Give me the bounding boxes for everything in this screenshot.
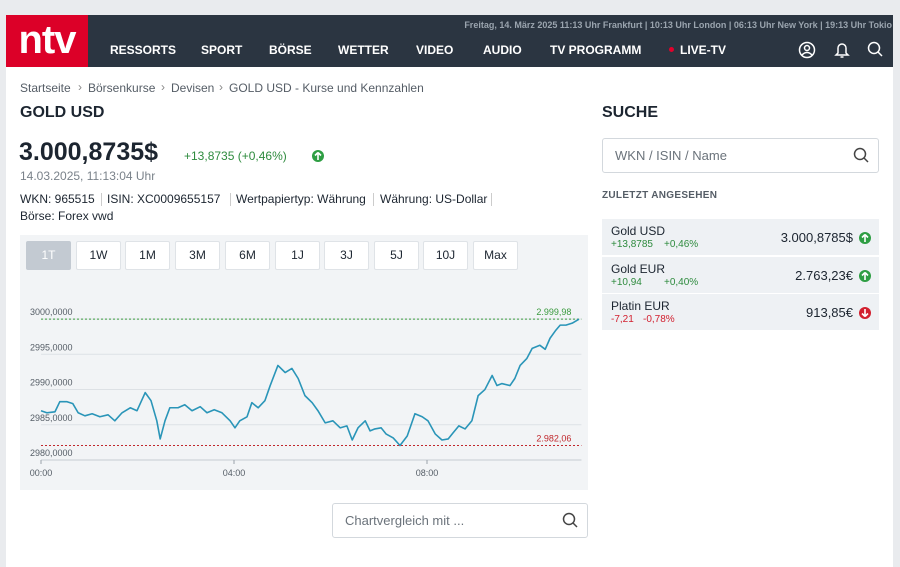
- recent-percent: +0,46%: [664, 239, 699, 250]
- recent-price: 2.763,23€: [795, 267, 853, 283]
- bell-icon[interactable]: [834, 43, 850, 58]
- info: WKN: 965515: [20, 192, 95, 206]
- compare-input[interactable]: Chartvergleich mit ...: [332, 503, 588, 538]
- trend-icon: [859, 269, 871, 282]
- info: Währung: US-Dollar: [380, 192, 488, 206]
- price: 3.000,8735$: [19, 138, 159, 166]
- range-button[interactable]: 6M: [225, 241, 270, 270]
- search-icon[interactable]: [867, 41, 883, 57]
- search-input-icon[interactable]: [852, 146, 870, 164]
- nav-item[interactable]: LIVE-TV: [680, 43, 727, 57]
- trend-arrow: [861, 309, 869, 318]
- y-tick-label: 2990,0000: [30, 378, 73, 388]
- recent-name: Gold EUR: [611, 261, 666, 276]
- recent-name: Platin EUR: [611, 299, 670, 313]
- breadcrumb: GOLD USD - Kurse und Kennzahlen: [229, 81, 424, 95]
- recent-price: 913,85€: [806, 305, 853, 320]
- trend-icon: [859, 232, 871, 244]
- range-button[interactable]: 10J: [423, 241, 468, 270]
- nav-item[interactable]: RESSORTS: [110, 43, 177, 57]
- recent-name: Gold USD: [611, 224, 666, 238]
- breadcrumb[interactable]: Börsenkurse: [88, 81, 156, 95]
- trend-arrow: [314, 151, 322, 160]
- nav-item[interactable]: WETTER: [338, 43, 389, 57]
- recent-title: ZULETZT ANGESEHEN: [602, 190, 718, 201]
- search-input[interactable]: WKN / ISIN / Name: [602, 138, 879, 173]
- range-button[interactable]: 1T: [26, 241, 71, 270]
- recent-trend: [859, 269, 871, 282]
- range-button[interactable]: 3M: [175, 241, 220, 270]
- info: ISIN: XC0009655157: [107, 192, 221, 206]
- range-button[interactable]: Max: [473, 241, 518, 270]
- info-sep: [101, 193, 102, 206]
- info: Wertpapiertyp: Währung: [236, 192, 366, 206]
- account-icon[interactable]: [798, 41, 816, 59]
- y-tick-label: 2995,0000: [30, 342, 73, 352]
- timestamp: 14.03.2025, 11:13:04 Uhr: [20, 169, 156, 183]
- breadcrumb-sep: ›: [78, 80, 82, 94]
- recent-trend: [859, 232, 871, 244]
- recent-row[interactable]: [602, 219, 879, 255]
- y-tick-label: 2980,0000: [30, 448, 73, 458]
- breadcrumb[interactable]: Devisen: [171, 81, 215, 95]
- range-button[interactable]: 5J: [374, 241, 419, 270]
- breadcrumb[interactable]: Startseite: [20, 81, 71, 95]
- trend-icon: [312, 150, 324, 162]
- range-button[interactable]: 1W: [76, 241, 121, 270]
- live-dot: [669, 47, 674, 52]
- compare-search-icon[interactable]: [561, 511, 579, 529]
- recent-change: +13,8785: [611, 239, 653, 250]
- nav-item[interactable]: BÖRSE: [269, 43, 312, 57]
- range-button[interactable]: 1J: [275, 241, 320, 270]
- recent-price: 3.000,8785$: [780, 230, 853, 245]
- range-button[interactable]: 3J: [324, 241, 369, 270]
- nav-item[interactable]: VIDEO: [416, 43, 454, 57]
- info-sep: [230, 193, 231, 206]
- x-tick-label: 04:00: [223, 468, 246, 478]
- recent-change: +10,94: [611, 276, 642, 288]
- reference-label: 2.982,06: [536, 433, 571, 443]
- y-tick-label: 3000,0000: [30, 307, 73, 317]
- recent-row[interactable]: [602, 294, 879, 330]
- breadcrumb-sep: ›: [161, 80, 165, 94]
- info-sep: [491, 193, 492, 206]
- recent-trend: [859, 307, 871, 319]
- recent-percent: +0,40%: [664, 276, 699, 288]
- trend-icon: [859, 307, 871, 319]
- header-bar: [6, 15, 893, 67]
- x-tick-label: 08:00: [416, 468, 439, 478]
- info-sep: [373, 193, 374, 206]
- reference-label: 2.999,98: [536, 307, 571, 317]
- breadcrumb-sep: ›: [219, 80, 223, 94]
- title: GOLD USD: [20, 104, 105, 121]
- recent-change: -7,21: [611, 314, 634, 325]
- info: Börse: Forex vwd: [20, 209, 114, 223]
- search-title: SUCHE: [602, 104, 659, 121]
- y-tick-label: 2985,0000: [30, 413, 73, 423]
- price-line: [40, 318, 580, 447]
- nav-item[interactable]: AUDIO: [483, 43, 522, 57]
- nav-item[interactable]: TV PROGRAMM: [550, 43, 642, 57]
- logo[interactable]: ntv: [6, 15, 88, 67]
- range-button[interactable]: 1M: [125, 241, 170, 270]
- datetime: Freitag, 14. März 2025 11:13 Uhr Frankfu…: [464, 20, 892, 30]
- header-icons: [798, 41, 883, 59]
- x-tick-label: 00:00: [30, 468, 53, 478]
- recent-percent: -0,78%: [643, 314, 675, 325]
- chart-panel: [20, 235, 588, 490]
- price-change: +13,8735 (+0,46%): [184, 149, 287, 163]
- trend-arrow: [861, 271, 869, 280]
- trend-icon: [312, 150, 324, 162]
- recent-row[interactable]: [602, 256, 879, 293]
- trend-arrow: [861, 233, 869, 242]
- nav-item[interactable]: SPORT: [201, 43, 243, 57]
